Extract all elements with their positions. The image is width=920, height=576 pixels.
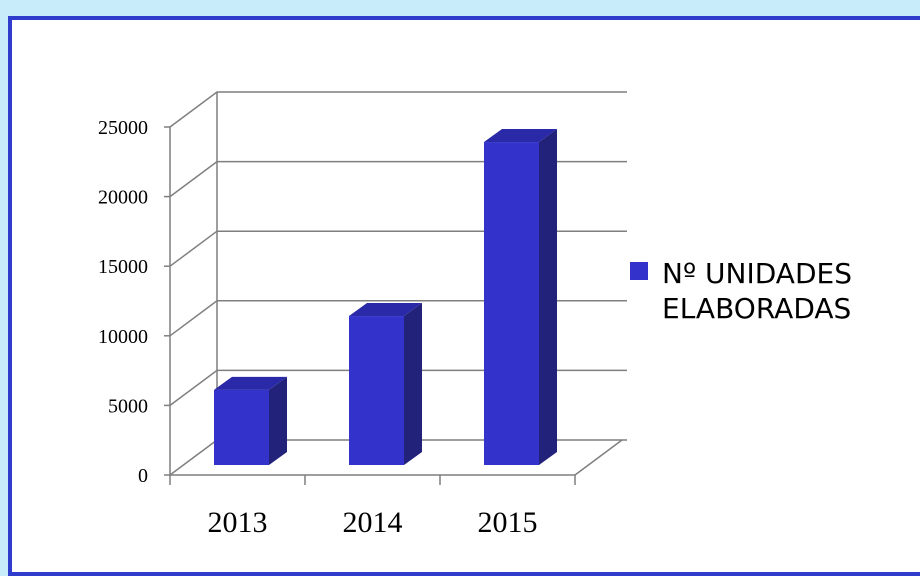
bar-top: [214, 376, 287, 390]
bar-top: [349, 303, 422, 317]
bar-front: [484, 142, 539, 465]
gridline: [169, 91, 627, 128]
x-tick-label: 2014: [343, 506, 403, 539]
y-tick-label: 20000: [98, 187, 148, 209]
gridline: [169, 230, 627, 267]
y-tick-label: 10000: [98, 326, 148, 348]
bar-front: [349, 316, 404, 465]
bar-side: [539, 129, 557, 465]
x-axis-ticks: 2013 2014 2015: [169, 475, 576, 539]
bar-side: [404, 303, 422, 465]
legend: Nº UNIDADES ELABORADAS: [630, 257, 852, 325]
bars: [214, 129, 557, 465]
axes: [169, 92, 623, 476]
bar-top: [484, 129, 557, 143]
bar: [484, 129, 557, 465]
legend-swatch-series: [630, 262, 648, 280]
x-tick-label: 2013: [208, 506, 268, 539]
bar-front: [214, 389, 269, 465]
y-tick-label: 0: [138, 465, 148, 487]
legend-label-line1: Nº UNIDADES: [662, 257, 852, 290]
gridline: [169, 160, 627, 198]
y-tick-label: 25000: [98, 117, 148, 139]
x-tick-label: 2015: [478, 506, 538, 539]
bar: [349, 303, 422, 465]
y-tick-label: 15000: [98, 256, 148, 278]
y-tick-label: 5000: [108, 395, 148, 417]
bar-side: [269, 376, 287, 465]
y-axis-ticks: 0 5000 10000 15000 20000 25000: [98, 117, 170, 487]
floor-right-edge: [574, 439, 623, 476]
chart-frame: [8, 16, 920, 576]
legend-label-line2: ELABORADAS: [662, 292, 851, 325]
bar: [214, 376, 287, 465]
